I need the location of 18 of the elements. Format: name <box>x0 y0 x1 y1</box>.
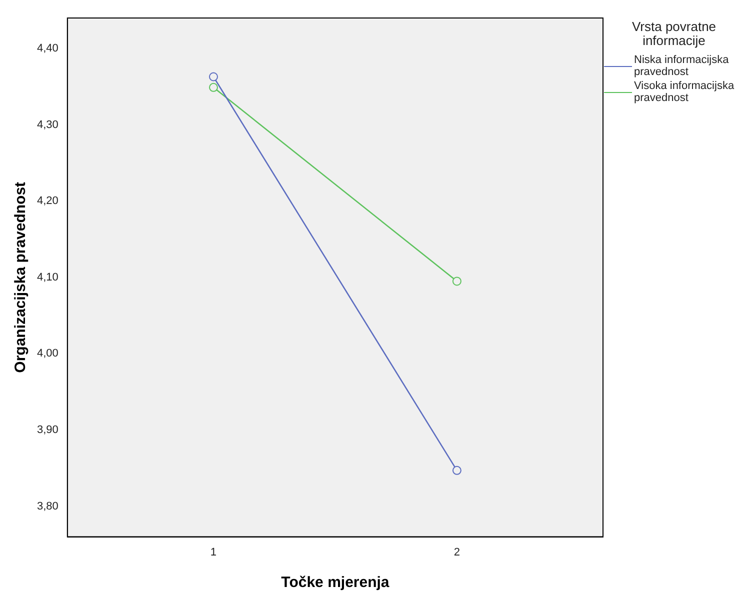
point <box>208 82 218 92</box>
legend-title: Vrsta povratne informacije <box>630 19 718 48</box>
x-tick-label: 1 <box>210 546 217 558</box>
x-axis-title: Točke mjerenja <box>281 574 390 592</box>
y-tick-label: 4,10 <box>36 271 58 284</box>
x-tick-label: 2 <box>454 546 460 558</box>
legend-label: Visoka informacijska pravednost <box>634 80 736 104</box>
y-tick-label: 4,40 <box>36 42 58 55</box>
point <box>452 276 462 286</box>
point <box>452 466 462 475</box>
y-tick-label: 4,30 <box>36 118 58 131</box>
y-tick-label: 3,80 <box>36 500 58 512</box>
y-tick-label: 4,20 <box>36 195 58 208</box>
legend-label: Niska informacijska pravednost <box>634 54 730 78</box>
y-axis-title: Organizacijska pravednost <box>12 182 30 373</box>
point <box>208 72 218 82</box>
y-tick-label: 4,00 <box>36 348 58 360</box>
y-tick-label: 3,90 <box>36 424 58 436</box>
